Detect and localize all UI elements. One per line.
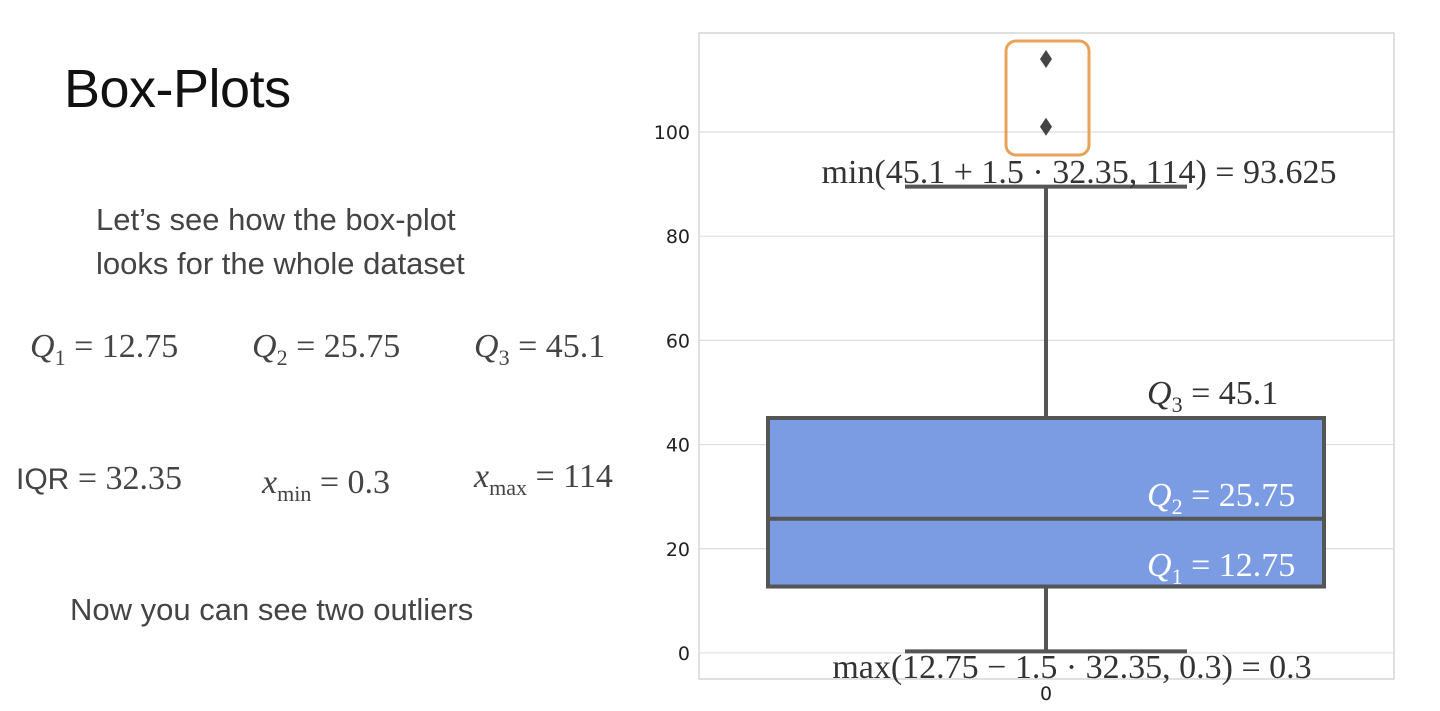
iqr-label: IQR: [16, 463, 70, 496]
q1-symbol: Q: [30, 328, 55, 365]
iqr-box: [766, 415, 1326, 589]
intro-line-2: looks for the whole dataset: [96, 246, 465, 281]
q3-subscript: 3: [498, 345, 510, 370]
intro-text: Let’s see how the box-plot looks for the…: [96, 198, 576, 286]
y-tick-label: 20: [666, 539, 690, 561]
lower-fence-annotation: max(12.75 − 1.5 · 32.35, 0.3) = 0.3: [832, 649, 1311, 686]
slide-title: Box-Plots: [64, 59, 291, 119]
outlier-point: [1040, 50, 1052, 69]
q3-value: = 45.1: [509, 328, 606, 365]
y-tick-label: 80: [666, 226, 690, 248]
q3-formula: Q3 = 45.1: [474, 328, 605, 371]
q2-value: = 25.75: [287, 328, 401, 365]
y-tick-label: 0: [678, 643, 690, 665]
upper-fence-annotation: min(45.1 + 1.5 · 32.35, 114) = 93.625: [822, 154, 1337, 191]
outlier-highlight: [1004, 39, 1091, 157]
y-tick-label: 100: [654, 122, 690, 144]
xmax-value: = 114: [526, 458, 613, 495]
xmin-value: = 0.3: [311, 464, 391, 501]
xmin-subscript: min: [277, 481, 312, 506]
iqr-value: = 32.35: [69, 460, 183, 497]
xmin-formula: xmin = 0.3: [262, 464, 390, 507]
plot-frame: [698, 32, 1395, 680]
q2-symbol: Q: [252, 328, 277, 365]
intro-line-1: Let’s see how the box-plot: [96, 202, 456, 237]
q3-symbol: Q: [474, 328, 499, 365]
xmin-symbol: x: [262, 464, 278, 501]
q2-subscript: 2: [276, 345, 288, 370]
q1-formula: Q1 = 12.75: [30, 328, 178, 371]
q1-subscript: 1: [54, 345, 66, 370]
q1-value: = 12.75: [65, 328, 179, 365]
y-tick-label: 40: [666, 435, 690, 457]
x-tick-label: 0: [1040, 683, 1052, 705]
iqr-formula: IQR = 32.35: [16, 460, 182, 498]
q1-annotation: Q1 = 12.75: [1147, 547, 1295, 589]
xmax-formula: xmax = 114: [474, 458, 613, 501]
outlier-point: [1040, 117, 1052, 136]
outro-text: Now you can see two outliers: [70, 592, 474, 627]
q3-annotation: Q3 = 45.1: [1147, 375, 1278, 417]
xmax-subscript: max: [489, 475, 527, 500]
q2-formula: Q2 = 25.75: [252, 328, 400, 371]
q2-annotation: Q2 = 25.75: [1147, 477, 1295, 519]
xmax-symbol: x: [474, 458, 490, 495]
y-tick-label: 60: [666, 330, 690, 352]
